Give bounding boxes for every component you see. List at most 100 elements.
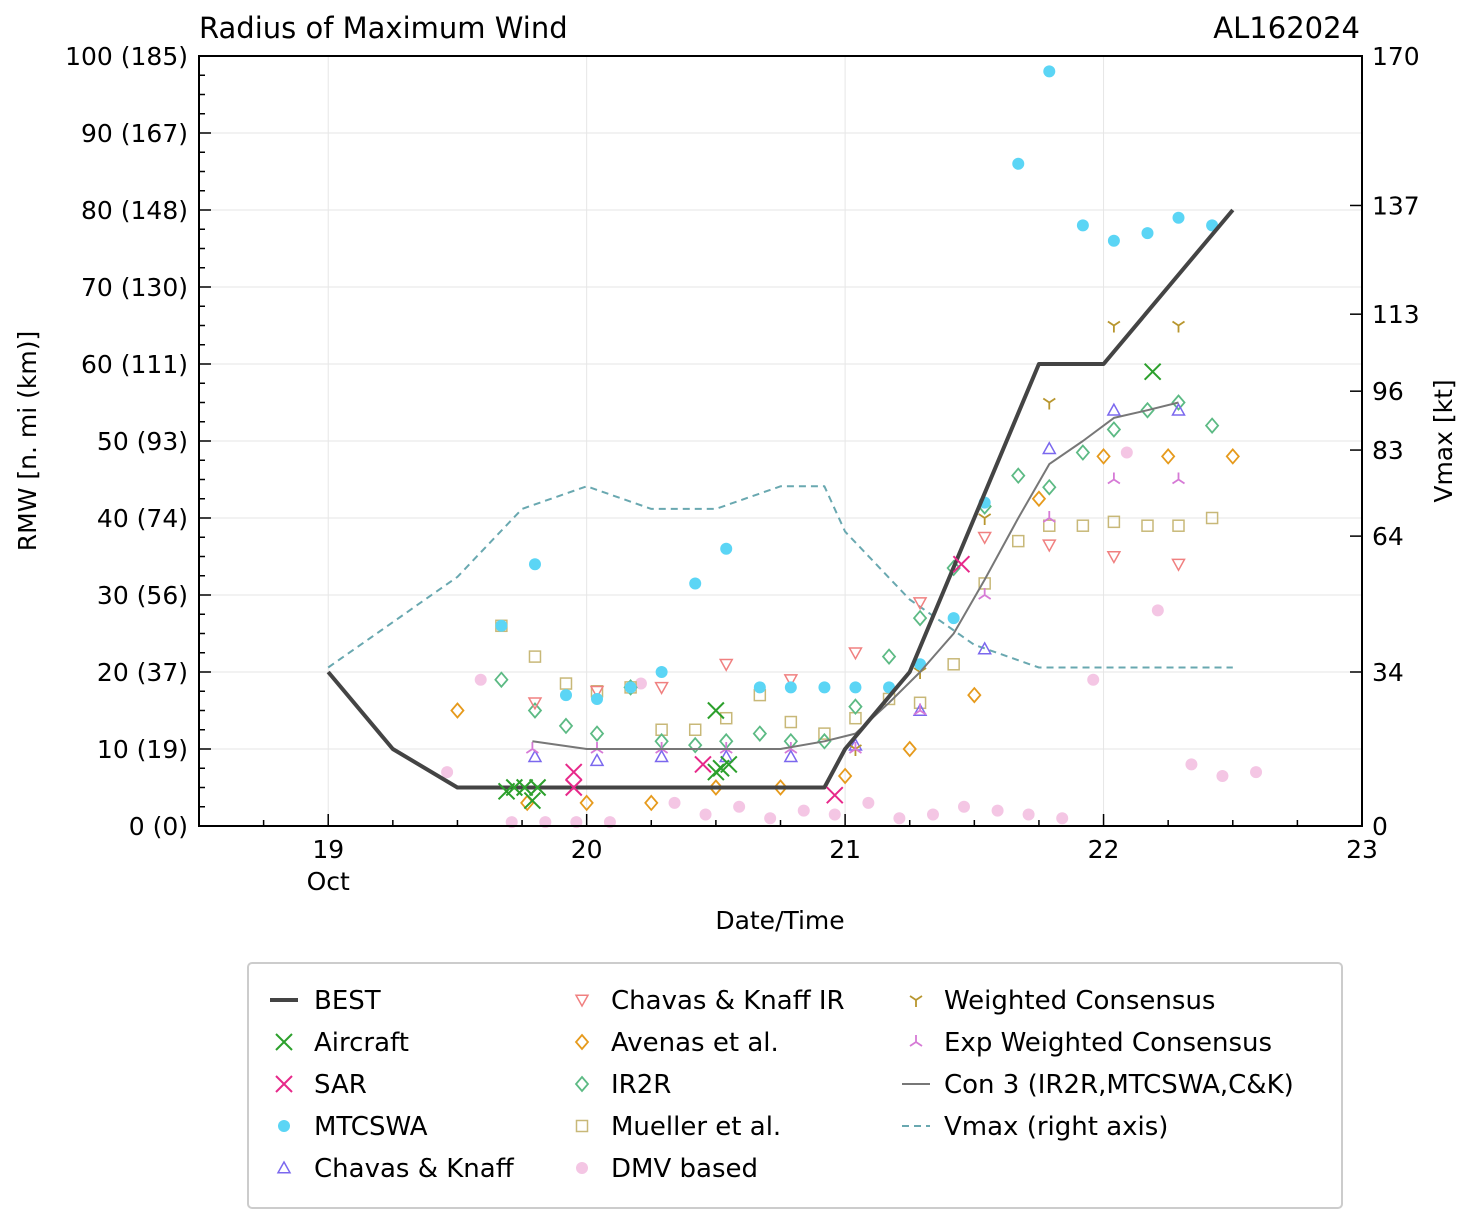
- avenas-et-al-point: [1225, 448, 1240, 465]
- legend-swatch-ir2r: [574, 1075, 590, 1093]
- y-tick-label: 90 (167): [81, 119, 188, 148]
- x-tick-label: 20: [571, 835, 603, 864]
- mueller-et-al-point: [719, 711, 733, 725]
- aircraft-point: [523, 791, 542, 810]
- exp-weighted-consensus-point: [1172, 472, 1185, 485]
- dmv-based-point: [1120, 446, 1133, 459]
- exp-weighted-consensus-point: [913, 703, 927, 716]
- exp-weighted-consensus-point: [1107, 472, 1121, 485]
- mtcswa-point: [495, 619, 508, 632]
- storm-id: AL162024: [1213, 11, 1360, 45]
- mtcswa-point: [1172, 211, 1185, 224]
- series-sar: [565, 555, 971, 804]
- y-tick-label: 40 (74): [97, 504, 188, 533]
- avenas-et-al-point: [579, 794, 594, 812]
- ir2r-point: [912, 609, 928, 627]
- exp-weighted-consensus-point: [978, 588, 992, 600]
- mtcswa-point: [753, 681, 766, 694]
- aircraft-point: [528, 778, 547, 797]
- sar-point: [826, 786, 844, 804]
- avenas-et-al-point: [708, 779, 724, 796]
- mueller-et-al-point: [528, 650, 542, 663]
- avenas-et-al-point: [1031, 490, 1047, 508]
- mtcswa-point: [655, 666, 668, 678]
- series-weighted-consensus: [848, 320, 1185, 756]
- y-tick-label: 60 (111): [81, 350, 188, 379]
- legend-swatch-mueller-et-al: [575, 1119, 589, 1133]
- dmv-based-point: [1056, 812, 1069, 825]
- y-tick-label: 30 (56): [97, 581, 188, 610]
- series-chavas-knaff-ir: [527, 531, 1186, 711]
- avenas-et-al-point: [902, 740, 917, 758]
- x-tick-label: 19: [312, 835, 344, 864]
- aircraft-point: [1143, 362, 1162, 381]
- y-tick-label: 10 (19): [97, 735, 188, 764]
- legend-label-chavas-knaff: Chavas & Knaff: [314, 1154, 515, 1184]
- x-tick-label: 22: [1088, 835, 1120, 864]
- chavas-knaff-point: [1042, 441, 1057, 455]
- right-tick-label: 170: [1372, 42, 1420, 71]
- y-tick-label: 0 (0): [129, 812, 188, 841]
- vmax-right-axis-line: [327, 485, 1233, 669]
- legend-box: [247, 962, 1343, 1209]
- legend-swatch-chavas-knaff: [276, 1160, 292, 1174]
- dmv-based-point: [828, 808, 841, 821]
- right-axis-label: Vmax [kt]: [1429, 379, 1458, 502]
- series-con-3-ir2r-mtcswa-c-k: [532, 401, 1179, 750]
- chavas-knaff-ir-point: [783, 674, 799, 688]
- legend-label-ir2r: IR2R: [611, 1070, 671, 1100]
- legend-swatch-chavas-knaff-ir: [574, 994, 590, 1008]
- right-tick-label: 137: [1372, 191, 1420, 220]
- ir2r-point: [881, 648, 897, 665]
- ir2r-point: [688, 736, 703, 754]
- dmv-based-point: [1151, 604, 1164, 617]
- mtcswa-point: [624, 681, 637, 694]
- mtcswa-point: [1141, 227, 1154, 240]
- chavas-knaff-ir-point: [1171, 558, 1186, 572]
- ir2r-point: [494, 671, 509, 689]
- ir2r-point: [1042, 478, 1057, 496]
- dmv-based-point: [1185, 758, 1198, 771]
- right-tick-label: 64: [1372, 522, 1404, 551]
- dmv-based-point: [957, 800, 970, 813]
- chavas-knaff-ir-point: [1042, 539, 1057, 553]
- ir2r-point: [527, 702, 543, 719]
- dmv-based-point: [1250, 766, 1263, 779]
- right-tick-label: 0: [1372, 812, 1388, 841]
- mueller-et-al-point: [1107, 515, 1121, 529]
- chavas-knaff-ir-point: [527, 697, 543, 711]
- exp-weighted-consensus-point: [848, 742, 862, 754]
- legend: BEST Aircraft SAR MTCSWA Chavas & Knaff Chava…: [270, 986, 1294, 1184]
- legend-swatch-dmv-based: [576, 1162, 588, 1174]
- avenas-et-al-point: [644, 794, 659, 812]
- x-month-label: Oct: [307, 867, 350, 896]
- avenas-et-al-point: [967, 686, 982, 704]
- chavas-knaff-point: [1106, 402, 1122, 416]
- con-3-ir2r-mtcswa-c-k-line: [532, 401, 1179, 750]
- dmv-based-point: [926, 808, 939, 821]
- legend-label-weighted-consensus: Weighted Consensus: [944, 986, 1215, 1016]
- plot-series: [326, 65, 1263, 829]
- mtcswa-point: [947, 612, 960, 625]
- y-tick-label: 100 (185): [65, 42, 188, 71]
- legend-label-best: BEST: [314, 986, 381, 1016]
- mtcswa-point: [818, 681, 831, 694]
- ir2r-point: [1171, 394, 1186, 411]
- dmv-based-point: [893, 812, 906, 825]
- chavas-knaff-ir-point: [912, 597, 928, 611]
- dmv-based-point: [668, 796, 681, 809]
- y-tick-label: 50 (93): [97, 427, 188, 456]
- dmv-based-point: [634, 677, 647, 690]
- chavas-knaff-ir-point: [848, 647, 863, 661]
- mueller-et-al-point: [1076, 519, 1090, 532]
- exp-weighted-consensus-point: [1042, 511, 1056, 523]
- aircraft-point: [707, 701, 725, 720]
- chavas-knaff-ir-point: [718, 658, 734, 672]
- weighted-consensus-point: [1042, 397, 1056, 410]
- right-tick-label: 113: [1372, 300, 1420, 329]
- y-tick-label: 80 (148): [81, 196, 188, 225]
- chavas-knaff-point: [912, 702, 928, 717]
- dmv-based-point: [1216, 769, 1229, 782]
- mtcswa-point: [1012, 157, 1025, 170]
